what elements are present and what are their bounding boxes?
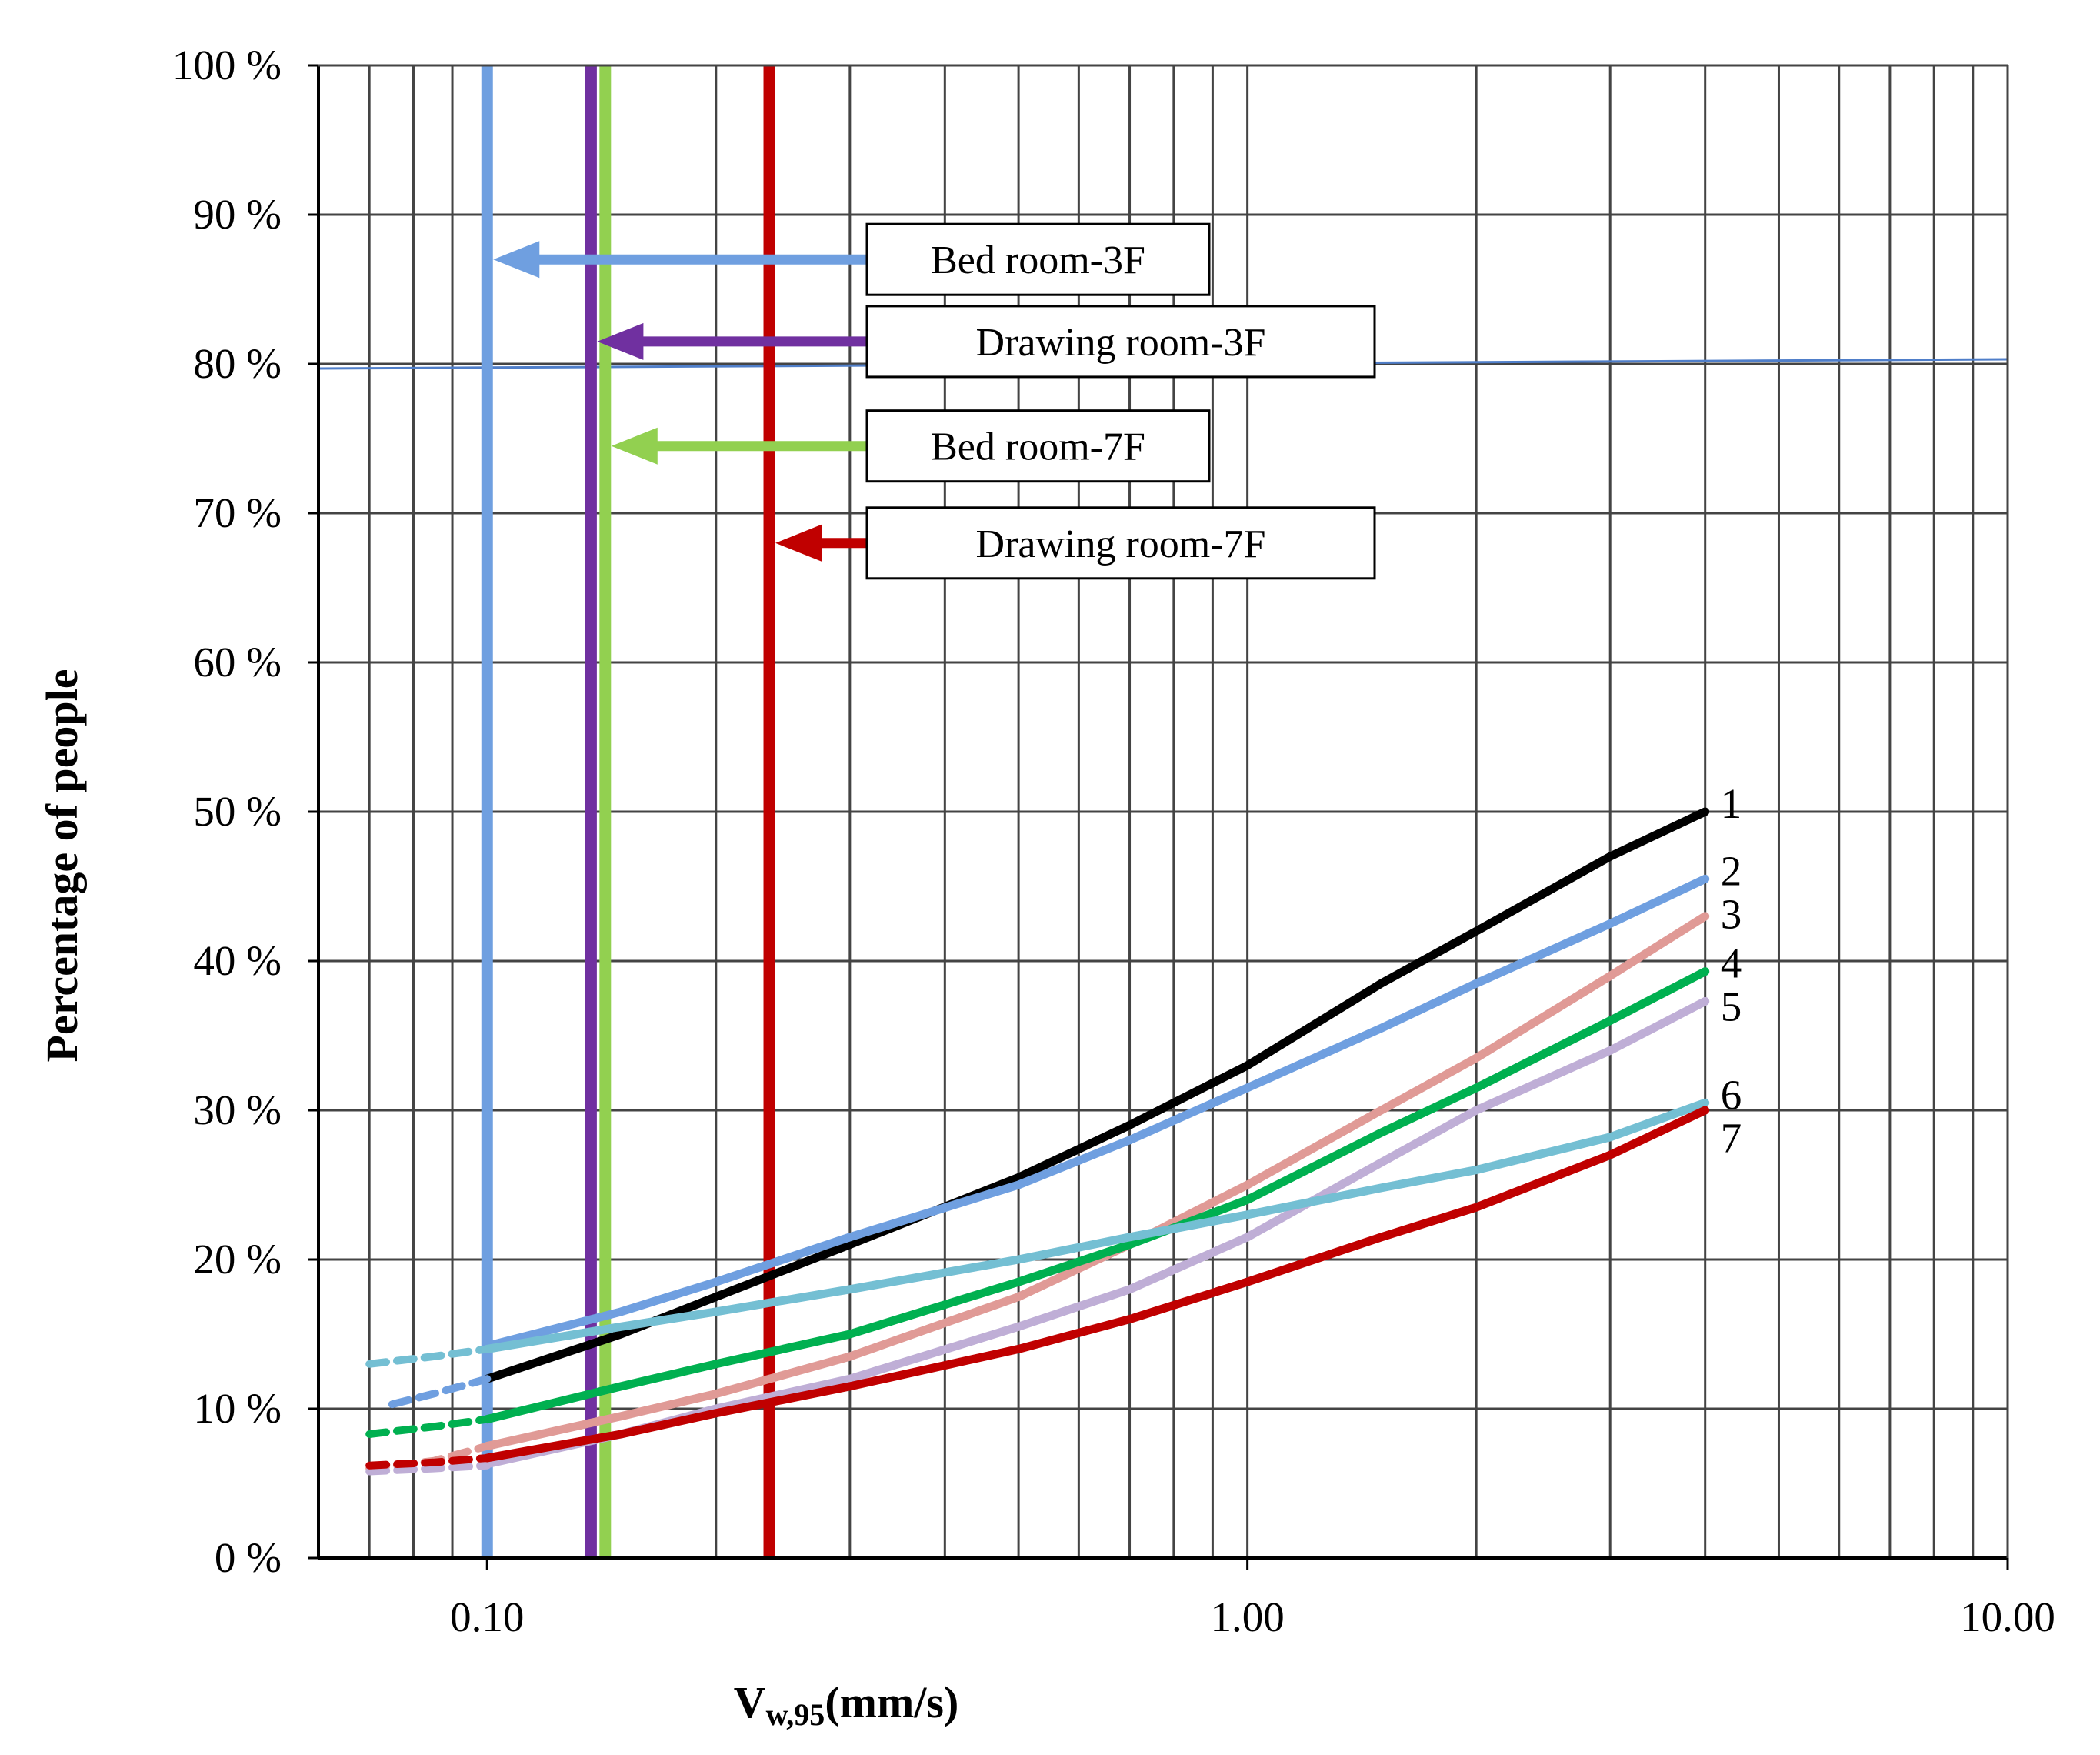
series-6-line: [482, 1098, 1710, 1353]
y-tick-label: 70 %: [193, 489, 282, 536]
curve-label-2: 2: [1721, 847, 1742, 894]
series-lines: [365, 807, 1710, 1476]
series-2-extrapolation: [388, 1375, 492, 1409]
callout-label: Drawing room-7F: [976, 522, 1266, 566]
callout-label: Bed room-7F: [931, 425, 1145, 469]
callout-arrow-head: [775, 524, 822, 562]
series-7-extrapolation: [365, 1454, 492, 1470]
callout-arrow-head: [493, 241, 540, 279]
curve-label-3: 3: [1721, 890, 1742, 937]
callout-box: [865, 409, 1211, 483]
callout-box: [865, 506, 1376, 580]
y-tick-label: 50 %: [193, 788, 282, 835]
series-7-line: [482, 1106, 1710, 1463]
threshold-lines: [481, 65, 775, 1558]
series-6-extrapolation: [365, 1345, 492, 1368]
y-tick-labels: 0 % 10 % 20 % 30 % 40 % 50 % 60 % 70 % 80 % 90 % 1…: [172, 42, 318, 1581]
x-axis-title-main: V: [734, 1677, 766, 1727]
callout-arrow-head: [611, 427, 658, 465]
x-tick-label: 10.00: [1960, 1593, 2055, 1640]
series-5-extrapolation: [365, 1461, 492, 1476]
callout-box: [865, 305, 1376, 379]
curve-label-5: 5: [1721, 983, 1742, 1030]
callout-label: Drawing room-3F: [976, 321, 1266, 365]
curve-label-1: 1: [1721, 780, 1742, 827]
curve-label-7: 7: [1721, 1114, 1742, 1161]
series-2-line: [482, 874, 1710, 1350]
x-axis-title: Vw,95(mm/s): [734, 1677, 959, 1732]
callout-arrow-head: [597, 322, 644, 360]
y-tick-label: 30 %: [193, 1086, 282, 1133]
curve-label-6: 6: [1721, 1071, 1742, 1118]
y-tick-label: 20 %: [193, 1236, 282, 1283]
x-tick-label: 1.00: [1211, 1593, 1285, 1640]
y-axis-title: Percentage of people: [37, 669, 87, 1062]
y-tick-label: 90 %: [193, 191, 282, 238]
y-tick-label: 0 %: [215, 1534, 282, 1581]
x-tick-label: 0.10: [450, 1593, 524, 1640]
curve-label-4: 4: [1721, 940, 1742, 987]
y-tick-label: 80 %: [193, 340, 282, 387]
series-1-line: [482, 807, 1710, 1383]
series-4-extrapolation: [365, 1415, 492, 1438]
series-4-line: [482, 967, 1710, 1424]
y-tick-label: 60 %: [193, 639, 282, 686]
y-tick-label: 40 %: [193, 937, 282, 984]
callout-box: [865, 222, 1211, 296]
y-tick-label: 100 %: [172, 42, 282, 88]
x-axis-title-sub: w,95: [766, 1697, 825, 1732]
x-tick-labels: 0.10 1.00 10.00: [450, 1558, 2055, 1640]
callout-label: Bed room-3F: [931, 239, 1145, 282]
y-tick-label: 10 %: [193, 1385, 282, 1432]
callouts: Bed room-3F Drawing room-3F Bed room-7F Dra…: [493, 222, 1376, 580]
x-axis-title-unit: (mm/s): [825, 1677, 958, 1727]
